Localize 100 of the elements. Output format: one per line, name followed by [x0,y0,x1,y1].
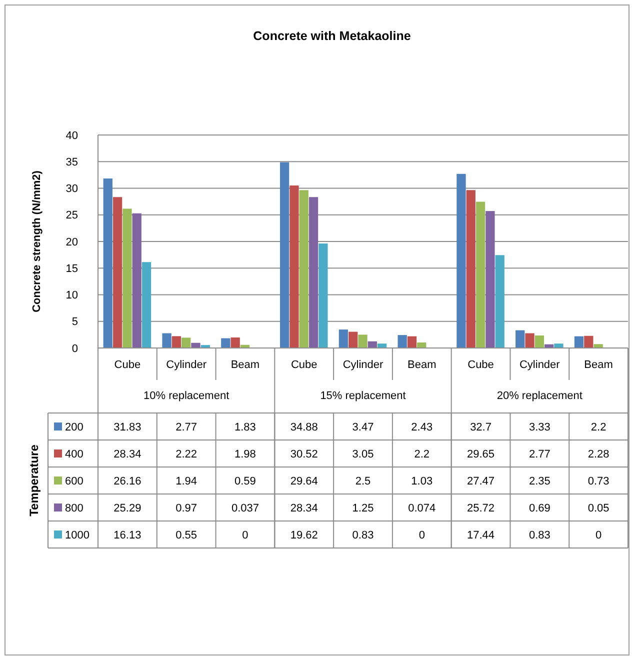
legend-label: 400 [65,448,84,460]
text: 20% replacement [496,390,582,402]
data-label: 0.037 [231,502,259,514]
data-label: 0.59 [234,475,256,488]
data-label: 3.47 [352,421,374,434]
bar [221,338,230,348]
data-label: 0.55 [176,529,198,542]
bar [554,344,564,348]
data-label: 0 [242,529,248,542]
data-label: 2.2 [590,421,606,434]
data-label: 2.35 [528,475,550,488]
x-tick-label: Cylinder [342,358,384,371]
text: 15% replacement [320,390,406,402]
bar [516,330,525,348]
bar [122,208,132,348]
bar [407,336,417,348]
data-label: 2.28 [588,448,610,460]
data-label: 27.47 [467,475,495,488]
bar [594,344,603,348]
data-label: 0 [418,529,425,542]
data-label: 2.77 [528,448,550,460]
bar [132,213,142,348]
bar [338,330,348,348]
bar [466,190,476,348]
legend-label: 200 [65,421,84,434]
bar [398,335,407,348]
bar [525,333,534,348]
x-tick-label: Beam [230,358,260,371]
bar [182,338,191,348]
bar [534,335,544,348]
y-tick-label: 40 [66,130,78,142]
data-label: 34.88 [290,421,318,434]
bar [290,185,299,348]
bar [280,162,290,348]
y-tick-label: 0 [72,342,78,355]
bar [299,190,308,348]
y-tick-label: 35 [66,156,78,168]
bar [162,333,172,348]
data-label: 0.69 [528,502,550,514]
y-tick-label: 25 [66,210,78,222]
y-tick-label: 20 [66,236,78,248]
legend-title: Temperature [27,444,41,516]
data-label: 29.64 [290,475,318,488]
x-tick-label: Cylinder [166,358,207,371]
bar [191,342,200,348]
data-label: 2.77 [176,421,198,434]
data-label: 29.65 [467,448,495,460]
bar [230,337,240,348]
bar [142,262,152,348]
bar [476,202,486,348]
bar [417,342,426,348]
y-tick-label: 10 [66,290,78,302]
x-tick-label: Beam [408,358,436,371]
bar [358,334,368,348]
chart-title: Concrete with Metakaoline [253,29,411,43]
data-label: 1.94 [176,475,198,488]
data-label: 16.13 [114,529,142,542]
legend-label: 1000 [65,529,90,542]
data-label: 32.7 [470,421,492,434]
y-tick-label: 15 [66,262,78,275]
data-label: 0.97 [176,502,198,514]
y-tick-label: 5 [72,316,78,328]
data-label: 2.2 [414,448,430,460]
data-label: 31.83 [114,421,142,434]
text: 10% replacement [144,390,230,402]
y-axis-title: Concrete strength (N/mm2) [31,170,43,312]
data-label: 3.05 [352,448,374,460]
data-label: 28.34 [290,502,318,514]
bar [103,178,112,348]
data-label: 2.5 [355,475,371,488]
data-label: 0.83 [528,529,550,542]
y-tick-label: 30 [66,183,78,196]
bar [112,197,122,348]
legend-label: 600 [65,475,84,488]
bar [456,174,466,348]
x-tick-label: Cube [290,358,318,371]
data-label: 0.83 [352,529,374,542]
bar [348,332,358,348]
data-label: 2.43 [411,421,433,434]
bar [495,255,504,348]
data-label: 19.62 [290,529,318,542]
data-label: 0.05 [588,502,610,514]
bar [172,336,182,348]
data-label: 0.73 [588,475,610,488]
data-label: 0 [595,529,602,542]
legend-label: 800 [65,502,84,514]
data-label: 2.22 [176,448,198,460]
data-label: 25.72 [467,502,495,514]
data-label: 1.98 [234,448,256,460]
bar [308,197,318,348]
data-label: 3.33 [528,421,550,434]
bar [584,336,594,348]
data-label: 30.52 [290,448,318,460]
bar [486,211,495,348]
data-label: 1.03 [411,475,433,488]
data-label: 1.83 [234,421,256,434]
data-label: 0.074 [408,502,436,514]
bar [574,336,584,348]
data-label: 26.16 [114,475,142,488]
x-tick-label: Cube [468,358,494,371]
